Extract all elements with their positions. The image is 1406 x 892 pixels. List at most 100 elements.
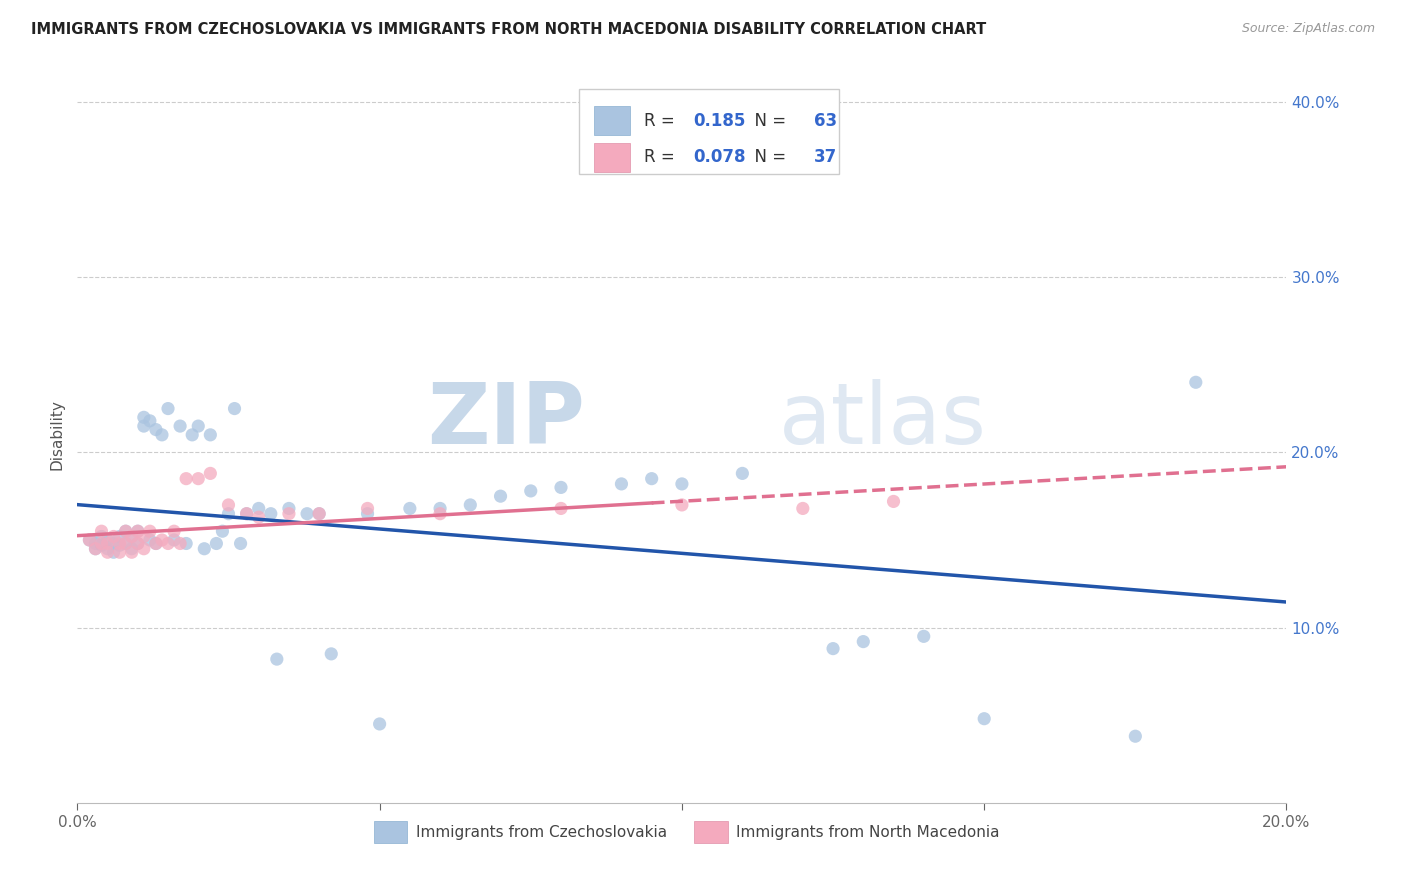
Point bbox=[200, 467, 222, 481]
Point bbox=[132, 410, 155, 425]
Point bbox=[278, 507, 301, 521]
Point bbox=[132, 541, 155, 556]
FancyBboxPatch shape bbox=[374, 822, 408, 843]
Point bbox=[641, 472, 664, 486]
Point bbox=[193, 541, 215, 556]
Point bbox=[671, 498, 693, 512]
Point bbox=[114, 536, 136, 550]
Point bbox=[821, 641, 844, 656]
Point bbox=[108, 536, 131, 550]
Point bbox=[278, 501, 301, 516]
Point bbox=[912, 629, 935, 643]
Point bbox=[200, 427, 222, 442]
Point bbox=[308, 507, 330, 521]
Text: Source: ZipAtlas.com: Source: ZipAtlas.com bbox=[1241, 22, 1375, 36]
Point bbox=[550, 480, 572, 494]
Text: N =: N = bbox=[744, 148, 792, 167]
FancyBboxPatch shape bbox=[579, 89, 839, 174]
Point bbox=[321, 647, 343, 661]
Point bbox=[671, 476, 693, 491]
Point bbox=[108, 545, 131, 559]
Point bbox=[260, 507, 283, 521]
Point bbox=[96, 536, 118, 550]
Point bbox=[84, 541, 107, 556]
Point bbox=[96, 541, 118, 556]
Text: 0.185: 0.185 bbox=[693, 112, 745, 129]
Point bbox=[247, 501, 270, 516]
Point bbox=[150, 427, 173, 442]
Point bbox=[114, 524, 136, 539]
Point bbox=[356, 507, 378, 521]
Point bbox=[90, 529, 112, 543]
Point bbox=[108, 538, 131, 552]
Point bbox=[79, 533, 101, 547]
Point bbox=[145, 423, 167, 437]
Text: N =: N = bbox=[744, 112, 792, 129]
Text: Immigrants from North Macedonia: Immigrants from North Macedonia bbox=[737, 825, 1000, 839]
Point bbox=[121, 541, 143, 556]
Point bbox=[1123, 729, 1146, 743]
Point bbox=[235, 507, 257, 521]
Point bbox=[127, 536, 149, 550]
Point bbox=[90, 536, 112, 550]
Point bbox=[368, 717, 391, 731]
Point bbox=[973, 712, 995, 726]
Point bbox=[610, 476, 633, 491]
Point bbox=[489, 489, 512, 503]
Point bbox=[187, 419, 209, 434]
Point bbox=[520, 483, 543, 498]
Point bbox=[114, 536, 136, 550]
Point bbox=[121, 545, 143, 559]
Point bbox=[127, 524, 149, 539]
Point bbox=[169, 536, 191, 550]
Text: atlas: atlas bbox=[779, 378, 987, 462]
Point bbox=[1184, 376, 1206, 390]
Point bbox=[266, 652, 288, 666]
Point bbox=[163, 533, 186, 547]
Point bbox=[132, 529, 155, 543]
Point bbox=[356, 501, 378, 516]
Point bbox=[145, 536, 167, 550]
FancyBboxPatch shape bbox=[695, 822, 728, 843]
Point bbox=[96, 545, 118, 559]
Point bbox=[731, 467, 754, 481]
Point bbox=[218, 498, 240, 512]
Point bbox=[169, 419, 191, 434]
Text: R =: R = bbox=[644, 112, 681, 129]
Point bbox=[295, 507, 318, 521]
Point bbox=[852, 634, 875, 648]
Point bbox=[187, 472, 209, 486]
Point bbox=[163, 524, 186, 539]
Text: 63: 63 bbox=[814, 112, 837, 129]
Point bbox=[229, 536, 252, 550]
Point bbox=[211, 524, 233, 539]
Point bbox=[84, 536, 107, 550]
Point bbox=[90, 538, 112, 552]
Point bbox=[429, 501, 451, 516]
Y-axis label: Disability: Disability bbox=[49, 400, 65, 470]
Text: Immigrants from Czechoslovakia: Immigrants from Czechoslovakia bbox=[416, 825, 666, 839]
Point bbox=[139, 533, 162, 547]
Point bbox=[103, 536, 125, 550]
Text: 0.078: 0.078 bbox=[693, 148, 745, 167]
Point bbox=[139, 524, 162, 539]
Point bbox=[792, 501, 814, 516]
Text: ZIP: ZIP bbox=[427, 378, 585, 462]
Point bbox=[883, 494, 905, 508]
Point bbox=[550, 501, 572, 516]
Point bbox=[218, 507, 240, 521]
Point bbox=[235, 507, 257, 521]
Point bbox=[205, 536, 228, 550]
Point bbox=[79, 533, 101, 547]
Point bbox=[96, 533, 118, 547]
Point bbox=[103, 545, 125, 559]
Point bbox=[458, 498, 481, 512]
Point bbox=[127, 524, 149, 539]
FancyBboxPatch shape bbox=[593, 106, 630, 136]
Point bbox=[174, 536, 197, 550]
Point bbox=[121, 529, 143, 543]
Point bbox=[429, 507, 451, 521]
Point bbox=[127, 536, 149, 550]
Text: IMMIGRANTS FROM CZECHOSLOVAKIA VS IMMIGRANTS FROM NORTH MACEDONIA DISABILITY COR: IMMIGRANTS FROM CZECHOSLOVAKIA VS IMMIGR… bbox=[31, 22, 986, 37]
Point bbox=[181, 427, 204, 442]
